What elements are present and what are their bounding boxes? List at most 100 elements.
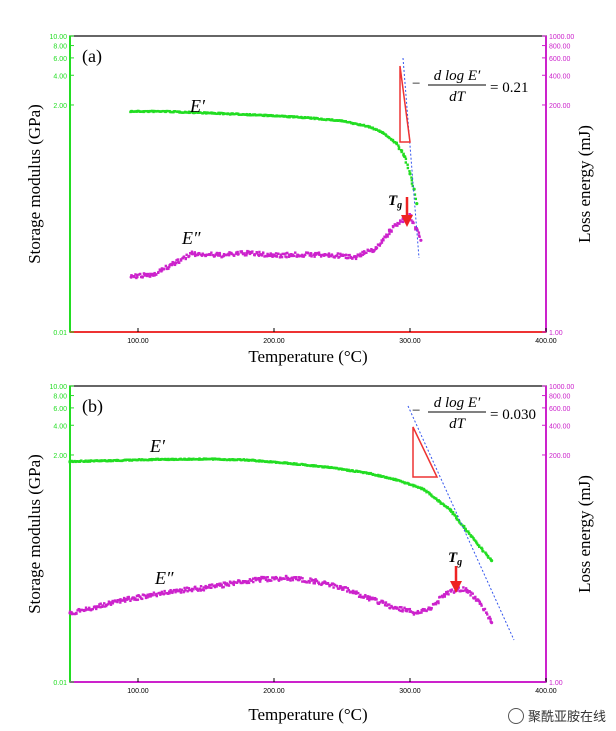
- series-dot: [160, 592, 164, 595]
- series-dot: [485, 611, 488, 614]
- series-dot: [295, 576, 298, 579]
- series-dot: [168, 591, 171, 595]
- series-dot: [225, 582, 229, 585]
- series-dot: [127, 597, 130, 600]
- series-dot: [448, 509, 452, 512]
- series-dot: [224, 583, 227, 586]
- series-dot: [173, 457, 176, 461]
- series-dot: [257, 576, 261, 580]
- series-dot: [210, 251, 213, 254]
- series-dot: [135, 598, 138, 602]
- panel-a: 100.00 200.00 300.00 400.00 10.00 8.00 6.00 4.0…: [25, 34, 594, 366]
- series-dot: [379, 130, 382, 133]
- series-dot: [76, 609, 79, 612]
- series-dot: [136, 598, 140, 601]
- series-dot: [277, 579, 281, 582]
- series-dot: [209, 253, 212, 257]
- series-dot: [287, 253, 291, 256]
- series-dot: [129, 599, 132, 603]
- series-dot: [391, 139, 395, 143]
- series-dot: [353, 591, 356, 595]
- series-dot: [107, 602, 110, 606]
- series-dot: [409, 610, 413, 613]
- series-dot: [384, 236, 387, 239]
- series-dot: [166, 266, 170, 269]
- series-dot: [159, 110, 163, 113]
- series-dot: [354, 257, 358, 261]
- series-dot: [408, 212, 411, 216]
- series-dot: [155, 457, 158, 461]
- series-dot: [357, 470, 361, 473]
- series-dot: [164, 458, 167, 461]
- series-dot: [237, 113, 240, 116]
- series-dot: [210, 583, 214, 586]
- series-dot: [175, 259, 178, 262]
- series-dot: [453, 514, 457, 517]
- series-dot: [285, 255, 288, 259]
- series-dot: [269, 460, 272, 463]
- series-dot: [334, 119, 337, 122]
- panel-label-b: (b): [82, 396, 103, 417]
- right-tick-label: 1.00: [549, 680, 563, 687]
- series-storage-b: [68, 457, 494, 563]
- series-dot: [195, 587, 199, 590]
- series-dot: [243, 254, 247, 257]
- series-dot: [100, 605, 104, 609]
- series-dot: [207, 586, 211, 589]
- series-dot: [339, 252, 342, 256]
- series-dot: [219, 582, 222, 585]
- series-dot: [370, 597, 373, 601]
- series-dot: [109, 603, 113, 606]
- series-dot: [314, 251, 317, 255]
- series-dot: [322, 118, 326, 121]
- series-dot: [159, 457, 162, 461]
- series-dot: [368, 249, 372, 253]
- series-dot: [176, 258, 180, 261]
- series-dot: [288, 577, 291, 581]
- series-dot: [298, 577, 302, 581]
- series-dot: [187, 587, 191, 590]
- series-dot: [209, 583, 212, 587]
- left-tick-label: 10.00: [49, 34, 67, 41]
- series-dot: [132, 596, 136, 599]
- series-dot: [293, 576, 296, 579]
- svg-text:dT: dT: [449, 89, 467, 105]
- series-dot: [397, 146, 401, 149]
- series-dot: [400, 150, 403, 154]
- series-dot: [222, 585, 225, 589]
- series-dot: [208, 457, 211, 461]
- series-dot: [355, 590, 358, 593]
- series-dot: [175, 589, 178, 593]
- series-dot: [397, 608, 401, 612]
- series-dot: [129, 110, 132, 114]
- x-tick-label: 200.00: [263, 338, 285, 345]
- series-dot: [425, 609, 428, 613]
- tg-arrow-b: [450, 566, 462, 593]
- series-dot: [104, 604, 108, 608]
- series-dot: [241, 581, 244, 585]
- series-dot: [213, 112, 216, 115]
- series-dot: [218, 458, 222, 461]
- series-dot: [349, 590, 353, 593]
- series-dot: [445, 592, 449, 595]
- series-dot: [347, 588, 350, 592]
- series-dot: [291, 253, 295, 256]
- series-dot: [401, 480, 404, 483]
- left-tick-label: 10.00: [49, 384, 67, 391]
- y-axis-label-right-b: Loss energy (mJ): [575, 475, 594, 593]
- series-dot: [394, 223, 398, 227]
- series-dot: [232, 113, 235, 116]
- series-dot: [330, 583, 333, 587]
- series-dot: [223, 581, 227, 584]
- series-dot: [468, 590, 471, 593]
- series-dot: [126, 458, 129, 462]
- series-dot: [371, 597, 375, 601]
- series-dot: [235, 458, 239, 461]
- series-dot: [227, 112, 230, 115]
- series-dot: [110, 601, 113, 604]
- series-dot: [218, 251, 221, 255]
- svg-text:= 0.21: = 0.21: [490, 80, 528, 96]
- series-dot: [388, 136, 391, 140]
- series-dot: [105, 603, 109, 606]
- series-dot: [263, 255, 266, 258]
